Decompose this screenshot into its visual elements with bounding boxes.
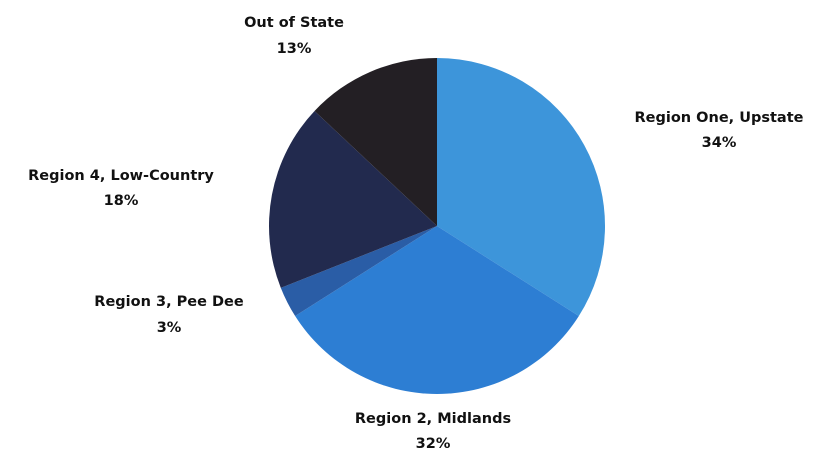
pie-slices [269,58,606,395]
slice-name-label: Region 3, Pee Dee [94,294,244,310]
slice-name-label: Region 4, Low-Country [28,168,214,184]
slice-name-label: Out of State [244,15,344,31]
slice-label-region-4-low-country: Region 4, Low-Country 18% [28,168,214,209]
pie-slice-region-one-upstate [437,58,606,317]
pie-slice-region-2-midlands [295,226,579,395]
pie-slice-out-of-state [314,58,437,226]
slice-name-label: Region One, Upstate [635,110,804,126]
slice-percent-label: 13% [277,41,312,57]
slice-label-region-one-upstate: Region One, Upstate 34% [635,110,804,151]
slice-percent-label: 32% [416,436,451,452]
slice-label-region-2-midlands: Region 2, Midlands 32% [355,411,511,452]
pie-slice-region-4-low-country [269,111,437,288]
slice-percent-label: 34% [702,135,737,151]
slice-label-out-of-state: Out of State 13% [244,15,344,57]
slice-label-region-3-pee-dee: Region 3, Pee Dee 3% [94,294,244,336]
pie-slice-region-3-pee-dee [280,226,437,317]
slice-percent-label: 3% [157,320,182,336]
slice-name-label: Region 2, Midlands [355,411,511,427]
slice-percent-label: 18% [104,193,139,209]
